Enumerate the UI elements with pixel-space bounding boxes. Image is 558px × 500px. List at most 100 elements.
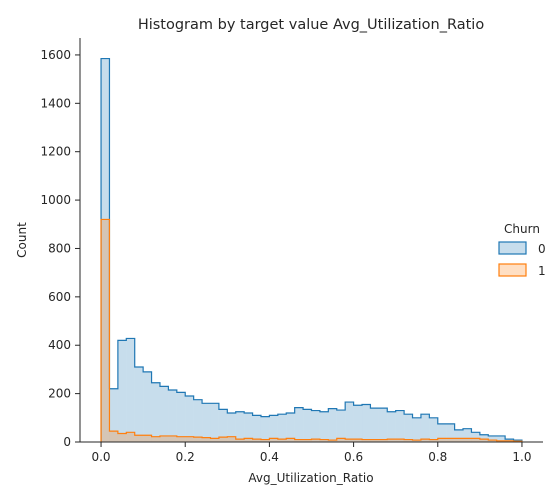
bin-1-18 xyxy=(252,439,261,442)
bin-1-44 xyxy=(471,438,480,442)
bin-1-0 xyxy=(101,219,110,442)
bin-1-23 xyxy=(294,439,304,442)
bin-0-21 xyxy=(277,414,287,442)
bin-1-29 xyxy=(345,439,354,442)
bin-0-0 xyxy=(101,58,110,443)
bin-0-8 xyxy=(168,389,177,442)
bin-1-9 xyxy=(176,436,186,442)
bin-0-32 xyxy=(370,408,379,442)
bin-1-12 xyxy=(202,437,211,442)
bin-1-22 xyxy=(286,438,295,442)
bin-0-42 xyxy=(454,429,464,442)
bin-0-41 xyxy=(446,423,455,442)
x-tick-label: 0.2 xyxy=(176,450,195,464)
legend-swatch-1 xyxy=(498,263,527,277)
bin-1-36 xyxy=(404,439,413,442)
bin-0-20 xyxy=(269,415,278,442)
bin-1-39 xyxy=(429,439,438,442)
bin-1-24 xyxy=(303,439,312,442)
bin-1-4 xyxy=(134,435,144,442)
bin-1-13 xyxy=(210,438,219,442)
y-tick-label: 1600 xyxy=(40,48,71,62)
x-tick-label: 0.4 xyxy=(260,450,279,464)
bin-1-25 xyxy=(311,439,320,442)
bin-1-46 xyxy=(488,440,497,442)
y-tick-label: 1400 xyxy=(40,96,71,110)
y-tick-label: 1000 xyxy=(40,193,71,207)
bin-1-1 xyxy=(109,431,118,442)
bin-0-4 xyxy=(134,367,144,442)
bin-1-20 xyxy=(269,438,278,442)
bin-1-48 xyxy=(505,440,514,442)
bin-0-22 xyxy=(286,412,295,442)
step-outline-1 xyxy=(100,218,523,442)
bin-1-38 xyxy=(420,439,430,442)
x-tick-label: 1.0 xyxy=(512,450,531,464)
bin-1-26 xyxy=(319,439,329,442)
bin-1-34 xyxy=(387,439,396,442)
bin-0-37 xyxy=(412,417,421,442)
bin-0-39 xyxy=(429,417,438,442)
bin-0-6 xyxy=(151,382,160,442)
bin-1-15 xyxy=(227,436,236,442)
legend-title: Churn xyxy=(504,222,540,236)
plot-area: 0.0 0.2 0.4 0.6 0.8 1.0 0 200 400 600 800 1000 1200… xyxy=(40,38,543,464)
bin-0-2 xyxy=(117,340,127,442)
bin-0-29 xyxy=(345,402,354,442)
y-tick-label: 0 xyxy=(63,435,71,449)
legend-label-1: 1 xyxy=(538,264,546,278)
bin-1-3 xyxy=(126,432,135,442)
bin-1-7 xyxy=(159,435,169,442)
bin-0-24 xyxy=(303,409,312,442)
legend-swatch-0 xyxy=(498,241,527,255)
bin-0-27 xyxy=(328,408,337,442)
bin-1-5 xyxy=(143,435,152,442)
bin-1-8 xyxy=(168,435,177,442)
y-tick-label: 1200 xyxy=(40,145,71,159)
bin-1-41 xyxy=(446,438,455,442)
bin-0-1 xyxy=(109,388,118,442)
bin-1-11 xyxy=(193,437,203,442)
x-tick-label: 0.6 xyxy=(344,450,363,464)
bin-0-13 xyxy=(210,403,219,442)
bin-1-47 xyxy=(496,440,506,442)
y-tick-label: 200 xyxy=(48,387,71,401)
x-ticks: 0.0 0.2 0.4 0.6 0.8 1.0 xyxy=(91,442,532,464)
bin-0-7 xyxy=(159,386,169,442)
bin-1-32 xyxy=(370,439,379,442)
bin-0-23 xyxy=(294,407,304,442)
series-layer xyxy=(100,57,523,443)
bin-0-18 xyxy=(252,415,261,442)
bin-0-28 xyxy=(336,410,346,442)
bin-0-46 xyxy=(488,435,497,442)
bin-1-6 xyxy=(151,436,160,442)
bin-1-40 xyxy=(437,438,447,442)
bin-0-10 xyxy=(185,396,194,442)
bin-0-36 xyxy=(404,414,413,442)
bin-1-42 xyxy=(454,438,464,442)
bin-0-26 xyxy=(319,411,329,442)
y-tick-label: 400 xyxy=(48,338,71,352)
bin-0-34 xyxy=(387,411,396,442)
bin-0-43 xyxy=(463,428,472,442)
bin-0-47 xyxy=(496,435,506,442)
bin-0-31 xyxy=(362,404,371,442)
x-tick-label: 0.0 xyxy=(91,450,110,464)
x-tick-label: 0.8 xyxy=(428,450,447,464)
y-ticks: 0 200 400 600 800 1000 1200 1400 1600 xyxy=(40,48,80,449)
bin-1-37 xyxy=(412,440,421,442)
bin-0-14 xyxy=(218,409,228,442)
bin-0-3 xyxy=(126,338,135,442)
legend: Churn 0 1 xyxy=(498,222,546,278)
bin-0-19 xyxy=(260,416,270,442)
x-axis-label: Avg_Utilization_Ratio xyxy=(248,471,373,485)
series-0 xyxy=(100,57,523,443)
bin-1-33 xyxy=(378,439,388,442)
bin-1-2 xyxy=(117,433,127,442)
bin-0-33 xyxy=(378,408,388,442)
bin-1-16 xyxy=(235,439,245,442)
bin-0-44 xyxy=(471,432,480,442)
bin-0-11 xyxy=(193,399,203,442)
bin-0-17 xyxy=(244,412,253,442)
